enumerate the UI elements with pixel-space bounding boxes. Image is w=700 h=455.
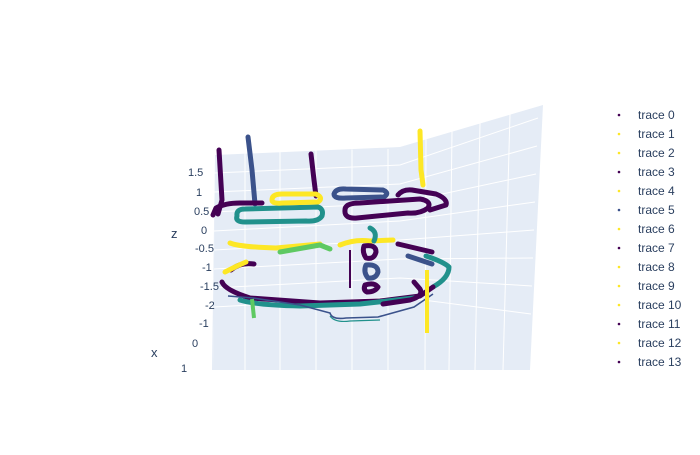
trajectory-line xyxy=(337,237,396,248)
grid-line-vertical xyxy=(448,130,453,371)
legend-marker xyxy=(617,208,621,212)
legend-label: trace 2 xyxy=(638,146,675,160)
legend-marker xyxy=(617,322,621,326)
z-tick-label: -0.5 xyxy=(195,243,214,255)
z-tick-label: 0 xyxy=(201,225,207,237)
legend-item[interactable]: trace 6 xyxy=(617,222,675,236)
trajectory-line xyxy=(227,240,323,251)
legend-item[interactable]: trace 1 xyxy=(617,127,675,141)
legend-label: trace 6 xyxy=(638,222,675,236)
trajectory-line xyxy=(237,295,417,309)
legend-marker xyxy=(617,265,621,269)
trajectory-line-thin xyxy=(227,293,434,320)
trajectory-line xyxy=(380,279,424,307)
z-tick-label: 0.5 xyxy=(194,206,209,218)
z-tick-label: 1.5 xyxy=(188,167,203,179)
legend-label: trace 10 xyxy=(638,298,682,312)
legend-label: trace 11 xyxy=(638,317,681,331)
z-tick-label: 1 xyxy=(196,187,202,199)
legend-marker xyxy=(617,113,621,117)
trajectory-line xyxy=(245,134,258,207)
trajectory-line xyxy=(222,259,249,275)
z-axis-title: z xyxy=(171,226,178,241)
legend-label: trace 1 xyxy=(638,127,675,141)
x-tick-label: 0 xyxy=(192,338,198,350)
x-axis-title: x xyxy=(151,345,158,360)
legend-marker xyxy=(617,227,621,231)
trajectory-line xyxy=(362,262,381,281)
legend-label: trace 9 xyxy=(638,279,675,293)
trajectory-line xyxy=(423,253,452,290)
legend-item[interactable]: trace 2 xyxy=(617,146,675,160)
z-axis-ticks: 1.5 1 0.5 0 -0.5 -1 -1.5 -2 xyxy=(188,167,219,312)
legend-marker xyxy=(617,246,621,250)
trajectory-line xyxy=(210,200,265,218)
legend-item[interactable]: trace 11 xyxy=(617,317,681,331)
legend-item[interactable]: trace 8 xyxy=(617,260,675,274)
right-wall xyxy=(400,105,543,370)
trajectory-curves xyxy=(210,128,452,333)
z-tick-label: -1 xyxy=(202,262,212,274)
trajectory-line xyxy=(367,225,378,244)
legend-item[interactable]: trace 12 xyxy=(617,336,682,350)
z-tick-label: -1.5 xyxy=(200,281,219,293)
trajectory-line-thin xyxy=(329,315,381,323)
x-axis-ticks: -10 1 xyxy=(181,318,209,375)
legend-label: trace 7 xyxy=(638,241,675,255)
legend-item[interactable]: trace 9 xyxy=(617,279,675,293)
trajectory-line xyxy=(308,151,319,199)
legend-item[interactable]: trace 10 xyxy=(617,298,682,312)
trajectory-line xyxy=(395,187,449,213)
legend-item[interactable]: trace 0 xyxy=(617,108,675,122)
legend-marker xyxy=(617,341,621,345)
x-tick-label: 1 xyxy=(181,363,187,375)
trajectory-line xyxy=(277,242,333,255)
z-tick-label: -2 xyxy=(205,300,215,312)
legend-marker xyxy=(617,151,621,155)
grid-line-horizontal xyxy=(213,145,538,193)
grid-line-vertical xyxy=(502,113,511,371)
legend-item[interactable]: trace 7 xyxy=(617,241,675,255)
legend-marker xyxy=(617,132,621,136)
legend-marker xyxy=(617,360,621,364)
legend-label: trace 0 xyxy=(638,108,675,122)
legend-item[interactable]: trace 3 xyxy=(617,165,675,179)
trajectory-line xyxy=(395,241,435,255)
legend-label: trace 5 xyxy=(638,203,675,217)
trajectory-line xyxy=(417,128,426,188)
legend-label: trace 13 xyxy=(638,355,682,369)
grid-line-horizontal xyxy=(213,201,536,232)
trajectory-line xyxy=(250,298,256,319)
trajectory-line xyxy=(269,191,324,206)
legend-label: trace 8 xyxy=(638,260,675,274)
x-tick-label: -1 xyxy=(199,318,209,330)
legend-label: trace 4 xyxy=(638,184,675,198)
legend-marker xyxy=(617,303,621,307)
legend[interactable]: trace 0 trace 1 trace 2 trace 3 trace 4 trace… xyxy=(617,108,682,369)
legend-item[interactable]: trace 5 xyxy=(617,203,675,217)
trajectory-line xyxy=(331,186,390,201)
legend-item[interactable]: trace 13 xyxy=(617,355,682,369)
grid-line-horizontal xyxy=(213,117,539,174)
trajectory-line xyxy=(234,204,325,225)
legend-label: trace 3 xyxy=(638,165,675,179)
grid-line-horizontal xyxy=(213,257,534,270)
trajectory-line xyxy=(215,147,225,217)
legend-marker xyxy=(617,189,621,193)
legend-marker xyxy=(617,284,621,288)
trajectory-line xyxy=(361,281,381,295)
trajectory-line xyxy=(360,243,379,261)
trajectory-line xyxy=(342,196,432,221)
grid-line-horizontal xyxy=(213,277,533,289)
grid-line-vertical xyxy=(474,122,481,371)
legend-marker xyxy=(617,170,621,174)
legend-label: trace 12 xyxy=(638,336,682,350)
legend-item[interactable]: trace 4 xyxy=(617,184,675,198)
trajectory-line xyxy=(405,253,435,267)
